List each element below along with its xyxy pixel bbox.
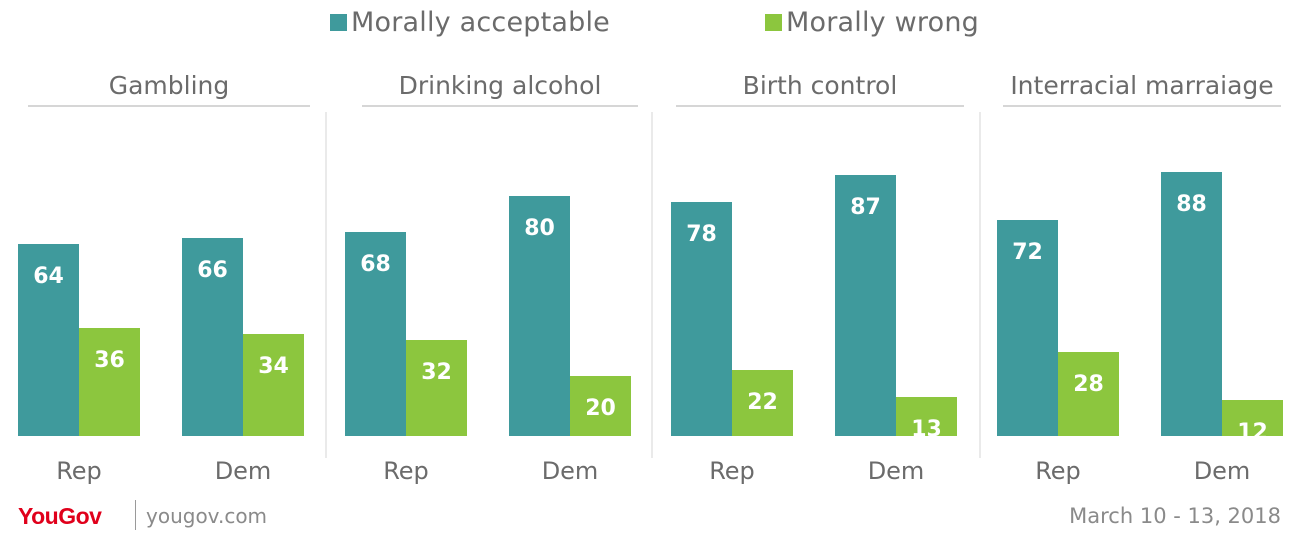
bar-value-label: 36: [94, 348, 125, 373]
panel-title: Drinking alcohol: [399, 71, 602, 100]
category-label: Dem: [1194, 457, 1251, 485]
category-label: Rep: [383, 457, 429, 485]
bar-value-label: 20: [585, 396, 616, 421]
bar-value-label: 66: [197, 258, 228, 283]
panel-title: Interracial marraiage: [1010, 71, 1273, 100]
bar-value-label: 13: [911, 417, 942, 442]
yougov-logo: YouGov: [18, 503, 102, 529]
category-label: Dem: [215, 457, 272, 485]
bar-value-label: 32: [421, 360, 452, 385]
bar-wrong: [243, 334, 304, 436]
bar-acceptable: [345, 232, 406, 436]
bar-value-label: 68: [360, 252, 391, 277]
bar-value-label: 12: [1237, 420, 1268, 445]
footer-site: yougov.com: [146, 504, 268, 528]
bar-value-label: 80: [524, 216, 555, 241]
bar-wrong: [79, 328, 140, 436]
survey-date: March 10 - 13, 2018: [1069, 504, 1281, 528]
bar-acceptable: [997, 220, 1058, 436]
legend-label-acceptable: Morally acceptable: [351, 6, 610, 38]
bar-value-label: 87: [850, 195, 881, 220]
legend-swatch-acceptable: [330, 13, 347, 31]
bar-acceptable: [182, 238, 243, 436]
category-label: Rep: [1035, 457, 1081, 485]
bar-wrong: [896, 397, 957, 436]
bar-acceptable: [671, 202, 732, 436]
footer-divider: [135, 500, 136, 530]
panel-title: Gambling: [109, 71, 230, 100]
category-label: Rep: [56, 457, 102, 485]
bar-acceptable: [1161, 172, 1222, 436]
bar-acceptable: [509, 196, 570, 436]
bar-value-label: 34: [258, 354, 289, 379]
panel-title: Birth control: [743, 71, 898, 100]
category-label: Rep: [709, 457, 755, 485]
bar-wrong: [1222, 400, 1283, 436]
bar-value-label: 28: [1073, 372, 1104, 397]
bar-value-label: 78: [686, 222, 717, 247]
bar-wrong: [570, 376, 631, 436]
legend-label-wrong: Morally wrong: [786, 6, 979, 38]
bar-wrong: [732, 370, 793, 436]
legend-item-wrong: Morally wrong: [765, 2, 979, 42]
category-label: Dem: [542, 457, 599, 485]
bar-value-label: 64: [33, 264, 64, 289]
bar-wrong: [406, 340, 467, 436]
bar-value-label: 72: [1012, 240, 1043, 265]
legend-swatch-wrong: [765, 13, 782, 31]
bar-value-label: 22: [747, 390, 778, 415]
category-label: Dem: [868, 457, 925, 485]
bar-acceptable: [835, 175, 896, 436]
legend-item-acceptable: Morally acceptable: [330, 2, 610, 42]
bar-value-label: 88: [1176, 192, 1207, 217]
bar-wrong: [1058, 352, 1119, 436]
bar-acceptable: [18, 244, 79, 436]
